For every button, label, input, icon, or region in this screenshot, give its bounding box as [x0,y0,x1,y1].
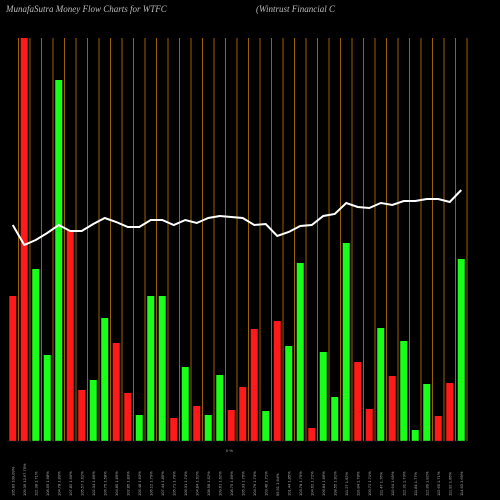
bar [216,375,224,441]
bar [285,346,293,441]
bar [308,428,316,441]
bar [20,38,28,441]
x-tick-label: 111.47 1.76% [378,471,383,496]
x-tick-label: 111.84 1.77% [413,471,418,496]
x-tick-label: 99.91 1.64% [275,473,280,496]
x-tick-label: 111.27 1.92% [344,471,349,496]
x-tick-label: 112.38 1.71% [33,471,38,496]
x-tick-label: 108.59 1.98% [45,471,50,496]
x-tick-label: 109.39 12.67.75% [22,463,27,496]
x-tick-label: 106.12 1.79% [148,471,153,496]
bar [388,376,396,441]
bar [158,296,166,441]
x-tick-label: 106.31 1.74% [183,471,188,496]
x-tick-label: 101.44 1.85% [286,471,291,496]
bar [250,329,258,441]
x-tick-label: 107.82 1.90% [68,471,73,496]
bar [273,321,281,441]
x-tick-label: 106.75 1.58% [102,471,107,496]
bar [32,269,40,441]
x-tick-label: 108.58 1.52% [206,471,211,496]
x-tick-label: 110.84 1.78% [355,471,360,496]
x-tick-label: 108.55 1.81% [332,471,337,496]
x-tick-label: 104.84 1.61% [194,471,199,496]
bar [101,318,109,441]
bar [377,328,385,441]
x-tick-label: 103.46 1.71% [263,471,268,496]
x-tick-label: 106.33 1.76% [240,471,245,496]
x-tick-label: 108.75 1.69% [229,471,234,496]
bar [66,230,74,441]
line [11,189,462,247]
chart-subtitle: (Wintrust Financial C [256,4,336,14]
x-tick-label: 112.31 1.73% [401,471,406,496]
x-tick-label: 107.44 1.85% [160,471,165,496]
bar [55,80,63,441]
x-tick-label: 110.64 1.69% [390,471,395,496]
bar [170,418,178,441]
x-tick-label: 104.76 1.73% [252,471,257,496]
x-tick-label: 106.84 1.66% [321,471,326,496]
x-tick-label: 109.72 1.71% [367,471,372,496]
x-tick-label: 112.65 1.71% [436,471,441,496]
bar [112,343,120,441]
bar [147,296,155,441]
x-tick-label: 105.83 109.09% [10,466,15,496]
bar [365,409,373,441]
bar [342,243,350,441]
x-tick-label: 112.89 1.82% [424,471,429,496]
bar [9,296,17,441]
bar [43,355,51,441]
bar [411,430,419,441]
bar [296,263,304,441]
bar [400,341,408,441]
chart-title: MunafaSutra Money Flow Charts for WTFC [5,4,168,14]
x-tick-label: 105.57 1.61% [79,471,84,496]
bar [423,384,431,441]
x-tick-label: 105.71 1.79% [171,471,176,496]
x-tick-label: 109.61 1.62% [217,471,222,496]
bar [124,393,132,441]
x-tick-label: 102.04 1.69% [91,471,96,496]
bar [89,380,97,441]
zero-label: 0 % [226,448,233,453]
x-tick-label: 102.85 1.83% [125,471,130,496]
bar [354,362,362,441]
bar [434,416,442,441]
bar [193,406,201,441]
x-tick-label: 104.78 1.83% [56,471,61,496]
x-tick-label: 105.48 1.63% [137,471,142,496]
x-tick-label: 103.78 1.79% [298,471,303,496]
x-tick-label: 104.62 1.72% [309,471,314,496]
bar [446,383,454,441]
bar [319,352,327,441]
bar [204,415,212,441]
x-tick-label: 114.63 1.69% [459,471,464,496]
x-tick-label: 104.85 1.69% [114,471,119,496]
bar [262,411,270,441]
bar [135,415,143,441]
x-tick-label: 111.92 1.66% [447,471,452,496]
bar [457,259,465,441]
bar [181,367,189,441]
bar [78,390,86,441]
bar [239,387,247,441]
bar [227,410,235,441]
bar [331,397,339,441]
